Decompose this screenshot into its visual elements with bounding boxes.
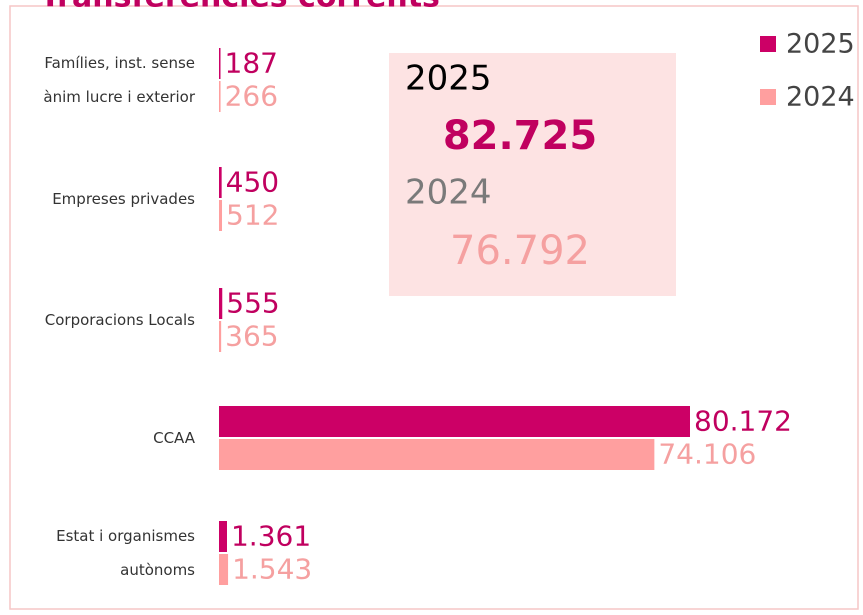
bar — [219, 48, 221, 79]
legend-label: 2025 — [786, 29, 855, 60]
value-label: 450 — [226, 166, 279, 199]
value-label: 187 — [225, 47, 278, 80]
value-label: 74.106 — [658, 438, 756, 471]
value-label: 1.361 — [231, 520, 311, 553]
total-box — [389, 53, 676, 296]
bar — [219, 439, 655, 470]
total-value: 76.792 — [450, 228, 590, 274]
category-label: Empreses privades — [52, 190, 195, 208]
bar — [219, 81, 221, 112]
category-line: Corporacions Locals — [45, 311, 195, 329]
category-line: Empreses privades — [52, 190, 195, 208]
category-line: autònoms — [120, 561, 195, 579]
value-label: 80.172 — [694, 405, 792, 438]
bar — [219, 167, 222, 198]
category-label: Famílies, inst. sense ànim lucre i exteri… — [43, 54, 195, 106]
bar — [219, 200, 223, 231]
chart-frame — [9, 5, 859, 610]
value-label: 1.543 — [232, 553, 312, 586]
bar — [219, 554, 229, 585]
bar — [219, 521, 227, 552]
category-label: CCAA — [153, 429, 196, 447]
bar — [219, 406, 690, 437]
total-year: 2024 — [405, 173, 492, 213]
legend-label: 2024 — [786, 82, 855, 113]
bar — [219, 321, 222, 352]
category-label: Corporacions Locals — [45, 311, 195, 329]
total-year: 2025 — [405, 59, 492, 99]
legend-swatch — [760, 36, 776, 52]
category-line: CCAA — [153, 429, 196, 447]
category-line: Famílies, inst. sense — [44, 54, 195, 72]
category-line: ànim lucre i exterior — [43, 88, 195, 106]
value-label: 555 — [226, 287, 279, 320]
chart-title: Transferències corrents — [40, 0, 440, 15]
total-value: 82.725 — [443, 113, 597, 159]
category-label: Estat i organismes autònoms — [56, 527, 195, 579]
bar — [219, 288, 223, 319]
legend-swatch — [760, 89, 776, 105]
value-label: 512 — [226, 199, 279, 232]
category-line: Estat i organismes — [56, 527, 195, 545]
value-label: 266 — [225, 80, 278, 113]
value-label: 365 — [225, 320, 278, 353]
